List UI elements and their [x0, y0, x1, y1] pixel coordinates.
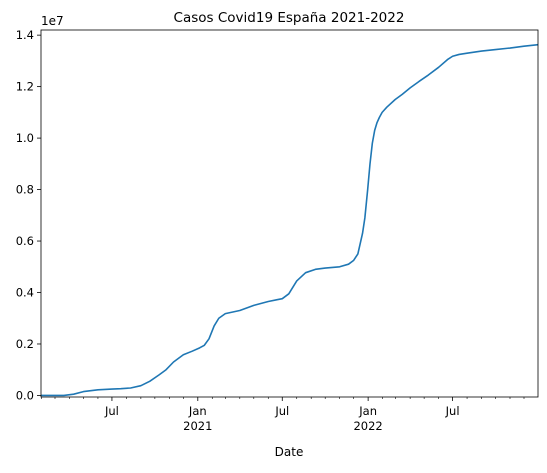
y-tick-label: 1.2 — [16, 80, 34, 94]
y-tick-label: 0.0 — [16, 388, 34, 402]
x-tick-label: Jul — [104, 404, 119, 418]
x-tick-label: Jan — [358, 404, 377, 418]
x-tick-label: Jul — [274, 404, 289, 418]
x-tick-sublabel: 2022 — [353, 419, 382, 433]
x-axis-label: Date — [275, 445, 304, 459]
x-tick-sublabel: 2021 — [183, 419, 212, 433]
y-tick-label: 1.4 — [16, 28, 34, 42]
y-tick-label: 0.8 — [16, 183, 34, 197]
x-tick-label: Jul — [445, 404, 460, 418]
y-tick-label: 0.2 — [16, 337, 34, 351]
series-line-0 — [41, 43, 539, 397]
y-tick-label: 0.4 — [16, 286, 34, 300]
axes-frame — [40, 29, 539, 398]
chart-title: Casos Covid19 España 2021-2022 — [174, 10, 405, 26]
x-tick-label: Jan — [188, 404, 207, 418]
y-tick-label: 1.0 — [16, 131, 34, 145]
y-offset-label: 1e7 — [41, 14, 64, 28]
y-tick-label: 0.6 — [16, 234, 34, 248]
